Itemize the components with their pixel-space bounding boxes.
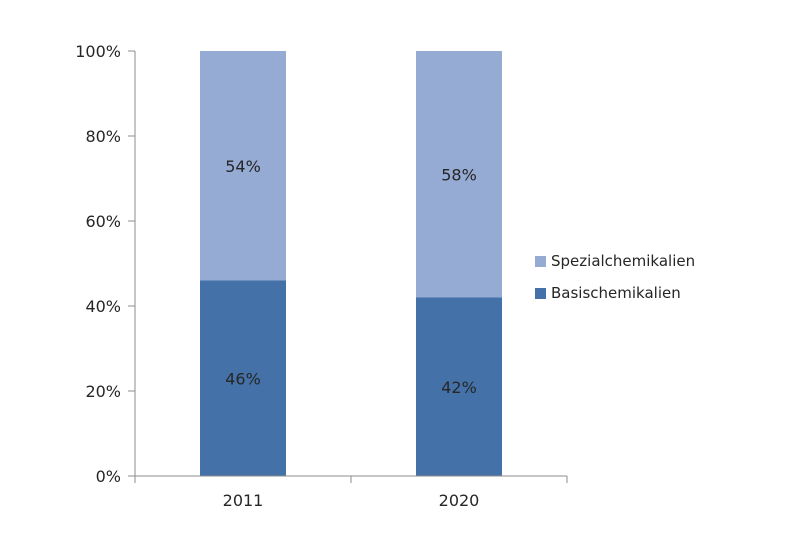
x-tick-label-2011: 2011 xyxy=(223,491,264,510)
y-tick-label: 60% xyxy=(85,212,121,231)
axes-layer: 2011 2020 0% 20% 40% 60% 80% 100% xyxy=(75,42,568,510)
data-label-spezialchemikalien-2020: 58% xyxy=(441,165,477,184)
y-tick-label: 20% xyxy=(85,382,121,401)
data-label-spezialchemikalien-2011: 54% xyxy=(225,157,261,176)
data-labels-layer: 46% 54% 42% 58% xyxy=(225,157,477,397)
y-tick-label: 0% xyxy=(96,467,121,486)
legend-label-basischemikalien: Basischemikalien xyxy=(551,284,681,302)
bar-basischemikalien-2011 xyxy=(200,280,286,476)
data-label-basischemikalien-2020: 42% xyxy=(441,378,477,397)
y-tick-label: 40% xyxy=(85,297,121,316)
legend-swatch-basischemikalien xyxy=(535,288,546,299)
bar-basischemikalien-2020 xyxy=(416,297,502,476)
legend-label-spezialchemikalien: Spezialchemikalien xyxy=(551,252,695,270)
x-tick-label-2020: 2020 xyxy=(439,491,480,510)
bars-layer xyxy=(200,51,502,476)
bar-spezialchemikalien-2011 xyxy=(200,51,286,281)
y-tick-label: 100% xyxy=(75,42,121,61)
legend: Spezialchemikalien Basischemikalien xyxy=(535,252,695,302)
y-tick-label: 80% xyxy=(85,127,121,146)
legend-swatch-spezialchemikalien xyxy=(535,256,546,267)
bar-spezialchemikalien-2020 xyxy=(416,51,502,298)
data-label-basischemikalien-2011: 46% xyxy=(225,369,261,388)
